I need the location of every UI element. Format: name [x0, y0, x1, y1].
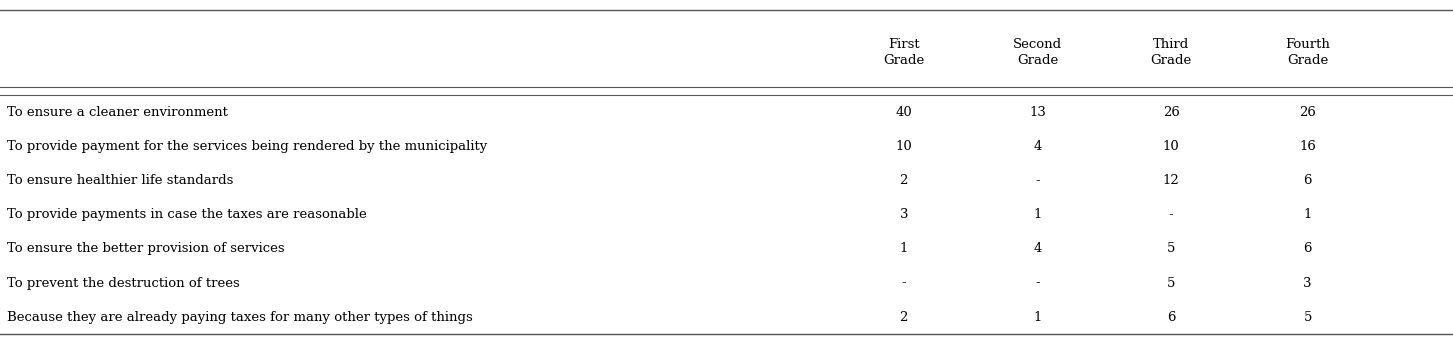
- Text: 26: 26: [1299, 106, 1316, 119]
- Text: To provide payment for the services being rendered by the municipality: To provide payment for the services bein…: [7, 140, 488, 153]
- Text: To ensure the better provision of services: To ensure the better provision of servic…: [7, 242, 285, 255]
- Text: 6: 6: [1303, 242, 1312, 255]
- Text: 1: 1: [1303, 208, 1312, 221]
- Text: 1: 1: [899, 242, 908, 255]
- Text: 5: 5: [1303, 311, 1312, 324]
- Text: 1: 1: [1033, 208, 1042, 221]
- Text: Second
Grade: Second Grade: [1013, 38, 1062, 68]
- Text: 26: 26: [1162, 106, 1180, 119]
- Text: Because they are already paying taxes for many other types of things: Because they are already paying taxes fo…: [7, 311, 474, 324]
- Text: -: -: [901, 277, 907, 290]
- Text: 3: 3: [1303, 277, 1312, 290]
- Text: 2: 2: [899, 311, 908, 324]
- Text: 3: 3: [899, 208, 908, 221]
- Text: 5: 5: [1167, 277, 1175, 290]
- Text: To ensure healthier life standards: To ensure healthier life standards: [7, 174, 234, 187]
- Text: Fourth
Grade: Fourth Grade: [1286, 38, 1329, 68]
- Text: 6: 6: [1303, 174, 1312, 187]
- Text: To prevent the destruction of trees: To prevent the destruction of trees: [7, 277, 240, 290]
- Text: -: -: [1035, 174, 1040, 187]
- Text: Third
Grade: Third Grade: [1151, 38, 1191, 68]
- Text: 1: 1: [1033, 311, 1042, 324]
- Text: -: -: [1168, 208, 1174, 221]
- Text: To provide payments in case the taxes are reasonable: To provide payments in case the taxes ar…: [7, 208, 368, 221]
- Text: 16: 16: [1299, 140, 1316, 153]
- Text: 40: 40: [895, 106, 912, 119]
- Text: 6: 6: [1167, 311, 1175, 324]
- Text: 5: 5: [1167, 242, 1175, 255]
- Text: 13: 13: [1029, 106, 1046, 119]
- Text: To ensure a cleaner environment: To ensure a cleaner environment: [7, 106, 228, 119]
- Text: 10: 10: [895, 140, 912, 153]
- Text: -: -: [1035, 277, 1040, 290]
- Text: 4: 4: [1033, 140, 1042, 153]
- Text: 4: 4: [1033, 242, 1042, 255]
- Text: 10: 10: [1162, 140, 1180, 153]
- Text: 12: 12: [1162, 174, 1180, 187]
- Text: First
Grade: First Grade: [883, 38, 924, 68]
- Text: 2: 2: [899, 174, 908, 187]
